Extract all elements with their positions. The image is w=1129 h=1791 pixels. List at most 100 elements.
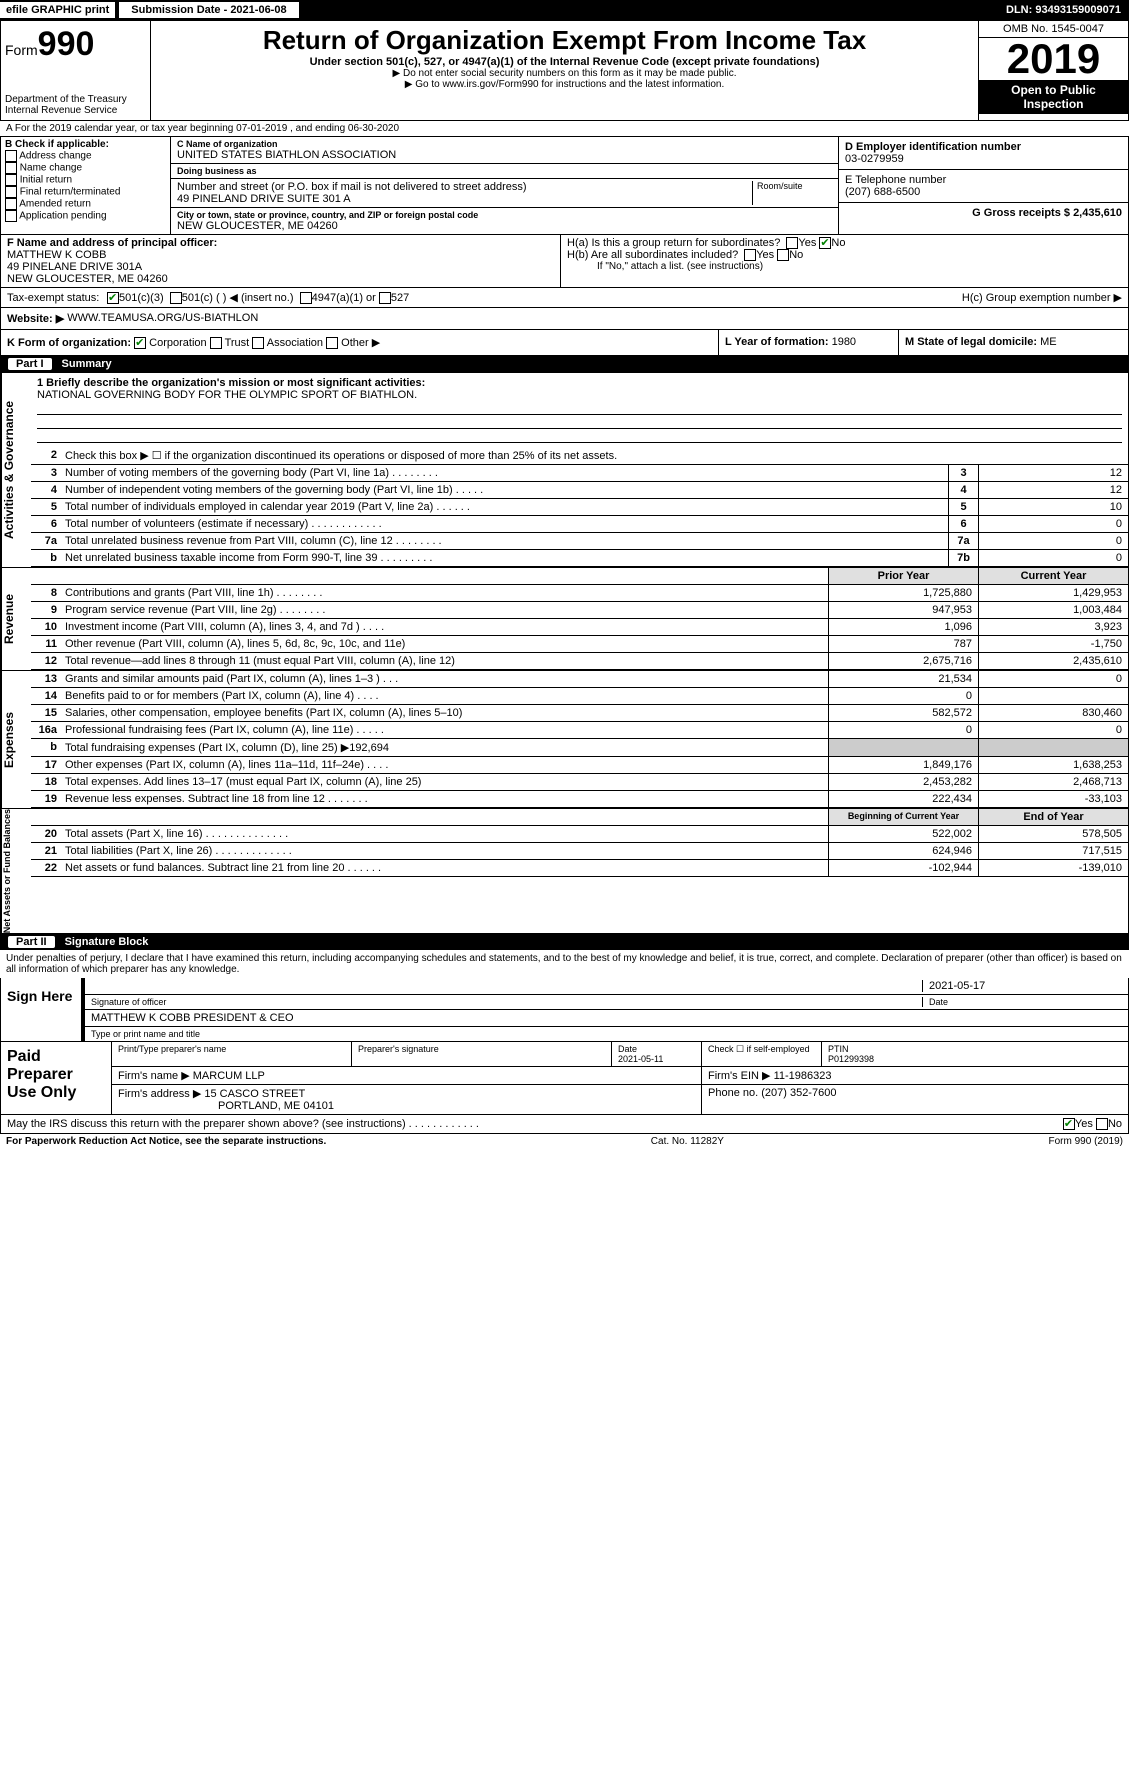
line-num: 6 (31, 516, 61, 532)
form-footer: Form 990 (2019) (1049, 1136, 1123, 1147)
dln: DLN: 93493159009071 (998, 2, 1129, 18)
line-num: 10 (31, 619, 61, 635)
paid-label: Paid Preparer Use Only (1, 1042, 111, 1114)
line-desc: Contributions and grants (Part VIII, lin… (61, 585, 828, 601)
line-cy: 0 (978, 722, 1128, 738)
line-num: 13 (31, 671, 61, 687)
discuss-text: May the IRS discuss this return with the… (7, 1118, 479, 1130)
tax-year: 2019 (979, 38, 1128, 80)
principal-addr1: 49 PINELANE DRIVE 301A (7, 261, 554, 273)
sign-here: Sign Here (1, 978, 81, 1041)
prep-sig-hdr: Preparer's signature (352, 1042, 612, 1066)
line-num: 18 (31, 774, 61, 790)
goto-link[interactable]: ▶ Go to www.irs.gov/Form990 for instruct… (155, 79, 974, 90)
line-num: 12 (31, 653, 61, 669)
line-cy: 717,515 (978, 843, 1128, 859)
line-num: 20 (31, 826, 61, 842)
efile-tag: efile GRAPHIC print (0, 2, 115, 18)
line-cy: 1,429,953 (978, 585, 1128, 601)
line-num: 15 (31, 705, 61, 721)
cb-name[interactable]: Name change (5, 162, 166, 174)
cb-corp[interactable] (134, 337, 146, 349)
line-cy: 3,923 (978, 619, 1128, 635)
line-py: 0 (828, 722, 978, 738)
cb-amended[interactable]: Amended return (5, 198, 166, 210)
line-num: 3 (31, 465, 61, 481)
period-line: A For the 2019 calendar year, or tax yea… (0, 121, 1129, 137)
line-desc: Net unrelated business taxable income fr… (61, 550, 948, 566)
telephone: (207) 688-6500 (845, 186, 1122, 198)
street: 49 PINELAND DRIVE SUITE 301 A (177, 193, 752, 205)
line-val: 0 (978, 550, 1128, 566)
ssn-warning: ▶ Do not enter social security numbers o… (155, 68, 974, 79)
line-num: 14 (31, 688, 61, 704)
line-desc: Number of voting members of the governin… (61, 465, 948, 481)
line-py: 222,434 (828, 791, 978, 807)
line-cy: -1,750 (978, 636, 1128, 652)
line-desc: Other expenses (Part IX, column (A), lin… (61, 757, 828, 773)
line-py (828, 739, 978, 756)
line-cy: -33,103 (978, 791, 1128, 807)
vtab-exp: Expenses (1, 671, 31, 808)
line-box: 5 (948, 499, 978, 515)
line-py: 624,946 (828, 843, 978, 859)
cb-final[interactable]: Final return/terminated (5, 186, 166, 198)
line-py: 1,849,176 (828, 757, 978, 773)
hb-label: H(b) Are all subordinates included? (567, 249, 738, 261)
hb-note: If "No," attach a list. (see instruction… (567, 261, 1122, 272)
line-num: 11 (31, 636, 61, 652)
discuss-yes[interactable] (1063, 1118, 1075, 1130)
form-subtitle: Under section 501(c), 527, or 4947(a)(1)… (155, 56, 974, 68)
dba-label: Doing business as (177, 166, 832, 176)
ptin: P01299398 (828, 1054, 1122, 1064)
line-desc: Other revenue (Part VIII, column (A), li… (61, 636, 828, 652)
name-title-label: Type or print name and title (85, 1027, 1128, 1041)
part2-tag: Part II (8, 936, 55, 948)
k-label: K Form of organization: (7, 337, 131, 349)
cb-trust[interactable] (210, 337, 222, 349)
line-num: 9 (31, 602, 61, 618)
cb-501c[interactable] (170, 292, 182, 304)
cb-4947[interactable] (300, 292, 312, 304)
line-py: 522,002 (828, 826, 978, 842)
line-py: 2,675,716 (828, 653, 978, 669)
firm-ein: 11-1986323 (774, 1070, 832, 1082)
cb-527[interactable] (379, 292, 391, 304)
line-desc: Number of independent voting members of … (61, 482, 948, 498)
line-cy: 1,003,484 (978, 602, 1128, 618)
hdr-current: Current Year (978, 568, 1128, 584)
cb-assoc[interactable] (252, 337, 264, 349)
line-cy: 0 (978, 671, 1128, 687)
cb-pending[interactable]: Application pending (5, 210, 166, 222)
cb-address[interactable]: Address change (5, 150, 166, 162)
line-val: 12 (978, 465, 1128, 481)
discuss-no[interactable] (1096, 1118, 1108, 1130)
cb-501c3[interactable] (107, 292, 119, 304)
room-label: Room/suite (752, 181, 832, 205)
principal-addr2: NEW GLOUCESTER, ME 04260 (7, 273, 554, 285)
addr-label: Number and street (or P.O. box if mail i… (177, 181, 752, 193)
line-desc: Grants and similar amounts paid (Part IX… (61, 671, 828, 687)
l-label: L Year of formation: (725, 336, 829, 348)
line-desc: Investment income (Part VIII, column (A)… (61, 619, 828, 635)
line-cy: 830,460 (978, 705, 1128, 721)
cb-initial[interactable]: Initial return (5, 174, 166, 186)
line-py: -102,944 (828, 860, 978, 876)
firm-phone: (207) 352-7600 (761, 1087, 836, 1099)
website-url[interactable]: WWW.TEAMUSA.ORG/US-BIATHLON (67, 312, 258, 325)
gross-label: G Gross receipts $ 2,435,610 (972, 207, 1122, 219)
org-name: UNITED STATES BIATHLON ASSOCIATION (177, 149, 832, 161)
line-cy: 2,468,713 (978, 774, 1128, 790)
hdr-end: End of Year (978, 809, 1128, 825)
line-desc: Professional fundraising fees (Part IX, … (61, 722, 828, 738)
line-py: 2,453,282 (828, 774, 978, 790)
date-label: Date (922, 997, 1122, 1007)
cb-other[interactable] (326, 337, 338, 349)
line-num: 19 (31, 791, 61, 807)
line-desc: Net assets or fund balances. Subtract li… (61, 860, 828, 876)
line-cy: 578,505 (978, 826, 1128, 842)
line-box: 4 (948, 482, 978, 498)
check-b-label: B Check if applicable: (5, 139, 109, 150)
line-box: 7a (948, 533, 978, 549)
line-desc: Revenue less expenses. Subtract line 18 … (61, 791, 828, 807)
